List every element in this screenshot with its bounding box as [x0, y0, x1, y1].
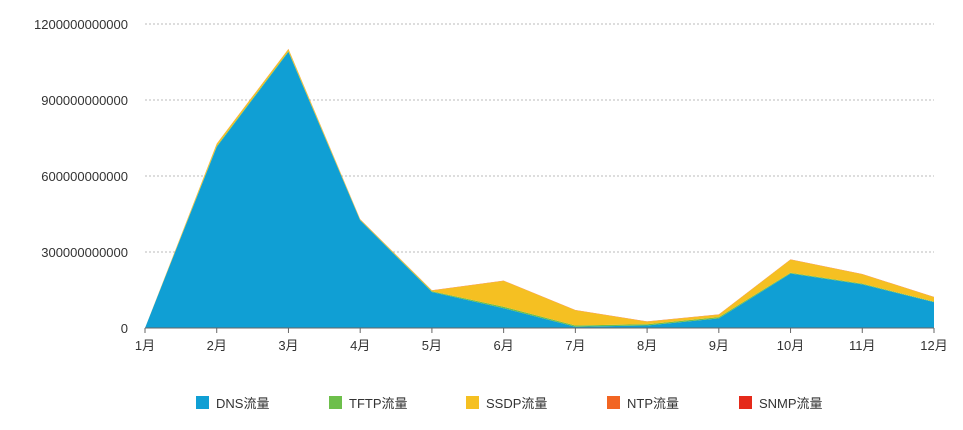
x-tick-label: 10月 [777, 338, 804, 353]
legend: DNS流量 TFTP流量 SSDP流量 NTP流量 SNMP流量 [0, 393, 963, 417]
legend-label: DNS流量 [216, 396, 270, 411]
legend-swatch [607, 396, 620, 409]
x-tick-label: 7月 [565, 338, 585, 353]
grid-lines [145, 23, 934, 253]
legend-item[interactable]: SSDP流量 [466, 393, 547, 412]
x-tick-label: 6月 [494, 338, 514, 353]
y-tick-label: 600000000000 [41, 169, 128, 184]
legend-label: SSDP流量 [486, 396, 548, 411]
x-tick-label: 4月 [350, 338, 370, 353]
legend-swatch [196, 396, 209, 409]
area-series-DNS流量 [145, 51, 934, 328]
legend-swatch [739, 396, 752, 409]
y-tick-label: 0 [121, 321, 128, 336]
x-tick-label: 2月 [207, 338, 227, 353]
legend-item[interactable]: DNS流量 [196, 393, 269, 412]
x-tick-label: 1月 [135, 338, 155, 353]
legend-label: SNMP流量 [759, 396, 823, 411]
axes [144, 327, 935, 333]
y-tick-label: 300000000000 [41, 245, 128, 260]
stacked-area-chart: 0 300000000000 600000000000 900000000000 120… [34, 17, 948, 353]
x-tick-label: 9月 [709, 338, 729, 353]
x-tick-label: 5月 [422, 338, 442, 353]
y-tick-label: 900000000000 [41, 93, 128, 108]
area-series [145, 48, 934, 329]
x-tick-label: 8月 [637, 338, 657, 353]
y-tick-label: 1200000000000 [34, 17, 128, 32]
legend-item[interactable]: NTP流量 [607, 393, 679, 412]
legend-label: TFTP流量 [349, 396, 408, 411]
legend-swatch [466, 396, 479, 409]
legend-item[interactable]: SNMP流量 [739, 393, 823, 412]
x-tick-label: 3月 [278, 338, 298, 353]
legend-label: NTP流量 [627, 396, 680, 411]
x-tick-label: 12月 [920, 338, 947, 353]
legend-item[interactable]: TFTP流量 [329, 393, 408, 412]
x-tick-label: 11月 [849, 338, 876, 353]
tick-labels: 0 300000000000 600000000000 900000000000 120… [34, 17, 948, 353]
legend-swatch [329, 396, 342, 409]
